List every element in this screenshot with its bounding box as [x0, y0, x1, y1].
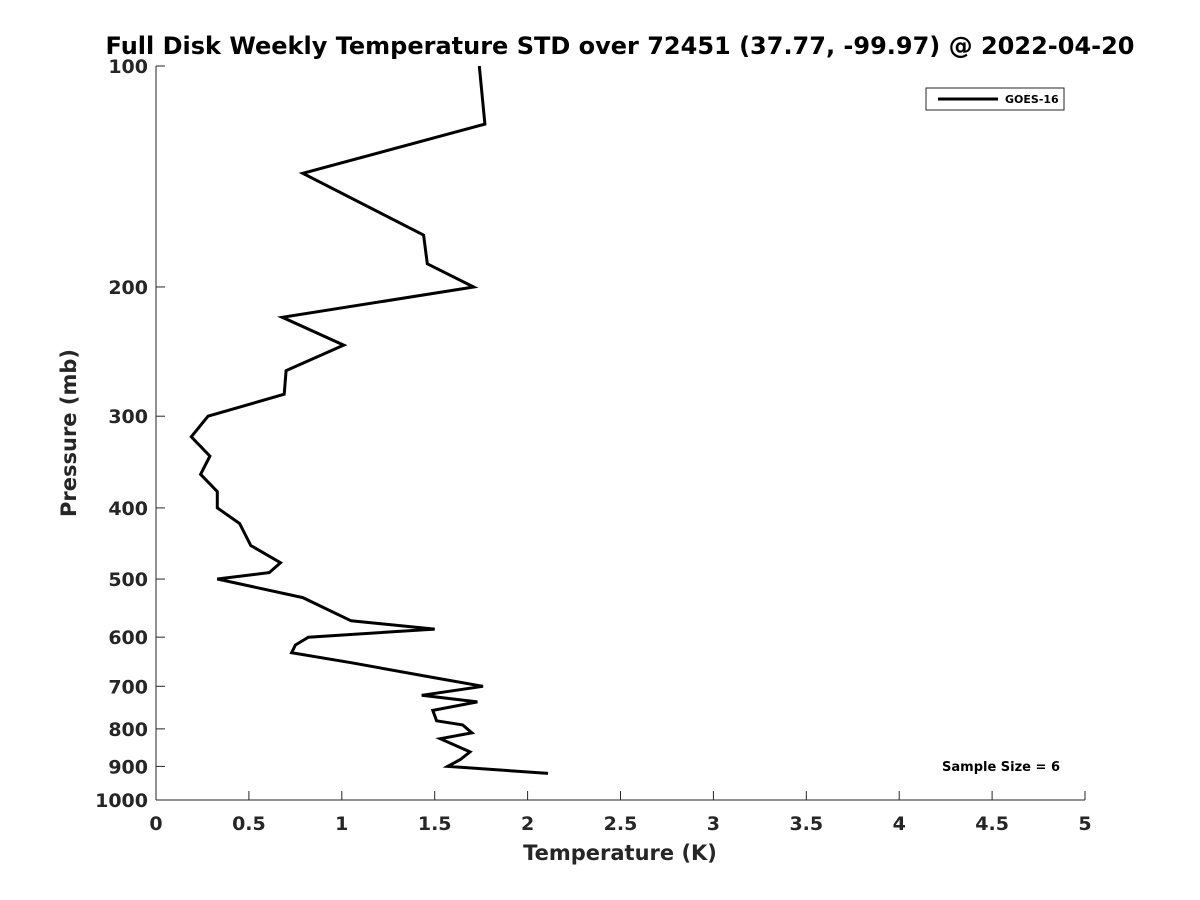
series-line-goes-16 [189, 65, 549, 775]
y-tick-label: 500 [108, 569, 148, 591]
y-tick-label: 600 [108, 627, 148, 649]
y-ticks: 100 200 300 400 500 600 700 800 900 1000 [95, 56, 165, 812]
y-tick-label: 300 [108, 406, 148, 428]
y-tick-label: 700 [108, 676, 148, 698]
x-ticks: 0 0.5 1 1.5 2 2.5 3 3.5 4 4.5 5 [149, 791, 1092, 835]
y-tick-label: 100 [108, 56, 148, 78]
chart-title: Full Disk Weekly Temperature STD over 72… [106, 32, 1135, 60]
x-tick-label: 0.5 [232, 813, 266, 835]
x-tick-label: 1.5 [418, 813, 452, 835]
x-tick-label: 2.5 [604, 813, 638, 835]
x-tick-label: 5 [1078, 813, 1091, 835]
x-tick-label: 3 [707, 813, 720, 835]
y-tick-label: 900 [108, 756, 148, 778]
series-layer [189, 65, 549, 775]
y-tick-label: 200 [108, 277, 148, 299]
x-tick-label: 1 [335, 813, 348, 835]
y-tick-label: 1000 [95, 790, 148, 812]
legend: GOES-16 [925, 87, 1065, 111]
x-tick-label: 2 [521, 813, 534, 835]
legend-label-goes-16: GOES-16 [1005, 93, 1059, 106]
sample-size-annotation: Sample Size = 6 [942, 760, 1060, 775]
y-tick-label: 800 [108, 719, 148, 741]
x-axis-label: Temperature (K) [523, 841, 717, 865]
x-tick-label: 0 [149, 813, 162, 835]
y-tick-label: 400 [108, 498, 148, 520]
x-tick-label: 3.5 [789, 813, 823, 835]
y-axis-label: Pressure (mb) [57, 349, 81, 517]
x-tick-label: 4.5 [975, 813, 1009, 835]
x-tick-label: 4 [893, 813, 906, 835]
